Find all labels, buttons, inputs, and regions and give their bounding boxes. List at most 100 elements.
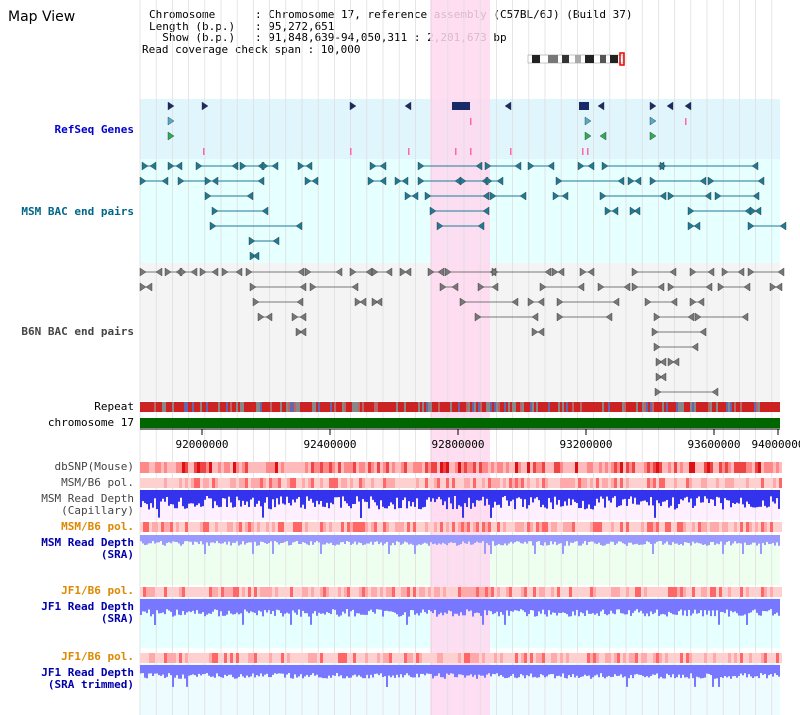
feature-arrow-icon[interactable] bbox=[385, 267, 393, 277]
feature-arrow-icon[interactable] bbox=[552, 191, 560, 201]
feature-arrow-icon[interactable] bbox=[354, 297, 362, 307]
feature-arrow-icon[interactable] bbox=[485, 176, 493, 186]
feature-arrow-icon[interactable] bbox=[577, 161, 585, 171]
feature-arrow-icon[interactable] bbox=[527, 297, 535, 307]
feature-arrow-icon[interactable] bbox=[633, 206, 641, 216]
track-label-jf1-pol-trimmed[interactable]: JF1/B6 pol. bbox=[61, 650, 134, 663]
feature-arrow-icon[interactable] bbox=[655, 357, 663, 367]
feature-arrow-icon[interactable] bbox=[697, 297, 705, 307]
feature-arrow-icon[interactable] bbox=[584, 116, 592, 126]
track-label-jf1-depth[interactable]: JF1 Read Depth (SRA) bbox=[41, 601, 134, 625]
feature-arrow-icon[interactable] bbox=[752, 191, 760, 201]
feature-arrow-icon[interactable] bbox=[252, 297, 260, 307]
track-label-refseq[interactable]: RefSeq Genes bbox=[54, 123, 134, 136]
feature-arrow-icon[interactable] bbox=[597, 282, 605, 292]
feature-arrow-icon[interactable] bbox=[379, 161, 387, 171]
feature-arrow-icon[interactable] bbox=[556, 297, 564, 307]
feature-arrow-icon[interactable] bbox=[257, 312, 265, 322]
feature-arrow-icon[interactable] bbox=[687, 221, 695, 231]
jf1-depth-trimmed-histogram[interactable] bbox=[140, 665, 780, 687]
feature-arrow-icon[interactable] bbox=[351, 282, 359, 292]
feature-arrow-icon[interactable] bbox=[429, 206, 437, 216]
feature-arrow-icon[interactable] bbox=[249, 282, 257, 292]
feature-arrow-icon[interactable] bbox=[699, 327, 707, 337]
feature-arrow-icon[interactable] bbox=[261, 206, 269, 216]
msm-pol-sra-heatmap[interactable] bbox=[140, 522, 782, 532]
feature-arrow-icon[interactable] bbox=[231, 161, 239, 171]
feature-arrow-icon[interactable] bbox=[684, 101, 692, 111]
feature-arrow-icon[interactable] bbox=[437, 267, 445, 277]
feature-arrow-icon[interactable] bbox=[667, 191, 675, 201]
feature-arrow-icon[interactable] bbox=[659, 191, 667, 201]
feature-arrow-icon[interactable] bbox=[209, 221, 217, 231]
feature-arrow-icon[interactable] bbox=[599, 191, 607, 201]
feature-arrow-icon[interactable] bbox=[749, 206, 757, 216]
feature-arrow-icon[interactable] bbox=[711, 387, 719, 397]
feature-arrow-icon[interactable] bbox=[195, 161, 203, 171]
feature-arrow-icon[interactable] bbox=[653, 312, 661, 322]
feature-arrow-icon[interactable] bbox=[175, 161, 183, 171]
chromosome-bar[interactable] bbox=[140, 418, 780, 428]
feature-arrow-icon[interactable] bbox=[631, 282, 639, 292]
feature-arrow-icon[interactable] bbox=[769, 282, 777, 292]
feature-arrow-icon[interactable] bbox=[261, 161, 269, 171]
feature-arrow-icon[interactable] bbox=[693, 221, 701, 231]
feature-arrow-icon[interactable] bbox=[451, 282, 459, 292]
feature-arrow-icon[interactable] bbox=[427, 267, 435, 277]
feature-arrow-icon[interactable] bbox=[551, 267, 559, 277]
feature-arrow-icon[interactable] bbox=[221, 267, 229, 277]
feature-arrow-icon[interactable] bbox=[694, 312, 702, 322]
track-label-repeat[interactable]: Repeat bbox=[94, 400, 134, 413]
feature-arrow-icon[interactable] bbox=[556, 312, 564, 322]
feature-arrow-icon[interactable] bbox=[707, 267, 715, 277]
feature-arrow-icon[interactable] bbox=[544, 267, 552, 277]
feature-arrow-icon[interactable] bbox=[689, 297, 697, 307]
feature-arrow-icon[interactable] bbox=[667, 357, 675, 367]
feature-arrow-icon[interactable] bbox=[653, 342, 661, 352]
feature-arrow-icon[interactable] bbox=[299, 312, 307, 322]
feature-arrow-icon[interactable] bbox=[705, 282, 713, 292]
feature-arrow-icon[interactable] bbox=[689, 267, 697, 277]
feature-arrow-icon[interactable] bbox=[587, 161, 595, 171]
feature-arrow-icon[interactable] bbox=[190, 267, 198, 277]
feature-arrow-icon[interactable] bbox=[204, 191, 212, 201]
feature-arrow-icon[interactable] bbox=[751, 161, 759, 171]
feature-arrow-icon[interactable] bbox=[557, 267, 565, 277]
feature-arrow-icon[interactable] bbox=[611, 206, 619, 216]
feature-arrow-icon[interactable] bbox=[537, 327, 545, 337]
feature-arrow-icon[interactable] bbox=[627, 176, 635, 186]
feature-arrow-icon[interactable] bbox=[477, 282, 485, 292]
feature-arrow-icon[interactable] bbox=[246, 191, 254, 201]
track-label-chromosome[interactable]: chromosome 17 bbox=[47, 416, 134, 429]
feature-arrow-icon[interactable] bbox=[379, 176, 387, 186]
refseq-genes-track[interactable] bbox=[167, 101, 692, 155]
feature-arrow-icon[interactable] bbox=[649, 131, 657, 141]
feature-arrow-icon[interactable] bbox=[311, 176, 319, 186]
feature-arrow-icon[interactable] bbox=[577, 282, 585, 292]
feature-arrow-icon[interactable] bbox=[687, 206, 695, 216]
feature-arrow-icon[interactable] bbox=[375, 297, 383, 307]
feature-arrow-icon[interactable] bbox=[211, 267, 219, 277]
feature-arrow-icon[interactable] bbox=[629, 206, 637, 216]
feature-arrow-icon[interactable] bbox=[743, 282, 751, 292]
feature-arrow-icon[interactable] bbox=[371, 297, 379, 307]
feature-arrow-icon[interactable] bbox=[666, 101, 674, 111]
feature-arrow-icon[interactable] bbox=[631, 267, 639, 277]
feature-arrow-icon[interactable] bbox=[547, 161, 555, 171]
feature-arrow-icon[interactable] bbox=[139, 267, 147, 277]
feature-arrow-icon[interactable] bbox=[514, 161, 522, 171]
feature-arrow-icon[interactable] bbox=[164, 267, 172, 277]
feature-arrow-icon[interactable] bbox=[561, 191, 569, 201]
feature-arrow-icon[interactable] bbox=[717, 282, 725, 292]
feature-arrow-icon[interactable] bbox=[394, 176, 402, 186]
feature-arrow-icon[interactable] bbox=[651, 327, 659, 337]
feature-arrow-icon[interactable] bbox=[265, 312, 273, 322]
feature-arrow-icon[interactable] bbox=[199, 267, 207, 277]
feature-arrow-icon[interactable] bbox=[211, 206, 219, 216]
feature-arrow-icon[interactable] bbox=[657, 282, 665, 292]
feature-arrow-icon[interactable] bbox=[305, 161, 313, 171]
feature-arrow-icon[interactable] bbox=[404, 267, 412, 277]
feature-arrow-icon[interactable] bbox=[139, 282, 147, 292]
track-label-msm-bac[interactable]: MSM BAC end pairs bbox=[21, 205, 134, 218]
feature-arrow-icon[interactable] bbox=[297, 267, 305, 277]
